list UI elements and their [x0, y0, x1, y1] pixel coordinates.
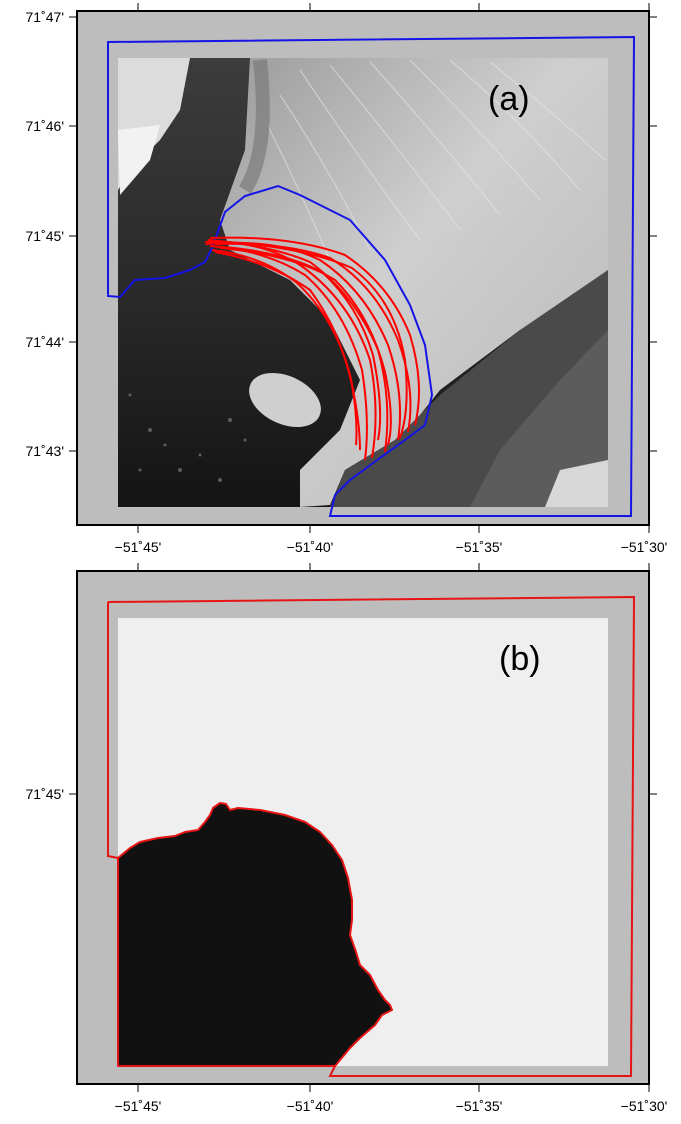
lon-tick-label: −51˚35' [456, 1098, 503, 1114]
lon-tick-label: −51˚35' [456, 539, 503, 555]
panel-b-ticks [69, 563, 657, 1092]
panel-b: (b) 71˚45' −51˚45' −51˚40' −51˚35' −51˚3… [26, 563, 668, 1114]
lat-tick-label: 71˚44' [26, 334, 64, 350]
panel-a-lon-labels: −51˚45' −51˚40' −51˚35' −51˚30' [115, 539, 668, 555]
lat-tick-label: 71˚45' [26, 228, 64, 244]
lon-tick-label: −51˚45' [115, 539, 162, 555]
lon-tick-label: −51˚30' [621, 1098, 668, 1114]
lat-tick-label: 71˚45' [26, 786, 64, 802]
panel-b-lon-labels: −51˚45' −51˚40' −51˚35' −51˚30' [115, 1098, 668, 1114]
satellite-image [118, 58, 608, 507]
lat-tick-label: 71˚46' [26, 118, 64, 134]
domain-boundary-a [107, 35, 636, 517]
land-mask [117, 802, 393, 1067]
lon-tick-label: −51˚40' [287, 1098, 334, 1114]
panel-b-label: (b) [499, 640, 541, 678]
panel-a-lat-labels: 71˚47' 71˚46' 71˚45' 71˚44' 71˚43' [26, 9, 64, 459]
panel-a-label: (a) [488, 80, 530, 118]
panel-a-ticks [69, 3, 657, 533]
ice-front-tracks [204, 236, 420, 461]
lat-tick-label: 71˚47' [26, 9, 64, 25]
island [249, 372, 321, 428]
domain-boundary-b [107, 595, 636, 1077]
lat-tick-label: 71˚43' [26, 443, 64, 459]
lon-tick-label: −51˚30' [621, 539, 668, 555]
lon-tick-label: −51˚40' [287, 539, 334, 555]
panel-a: (a) 71˚47' 71˚46' 71˚45' 71˚44' 71˚43' −… [26, 3, 668, 555]
lon-tick-label: −51˚45' [115, 1098, 162, 1114]
